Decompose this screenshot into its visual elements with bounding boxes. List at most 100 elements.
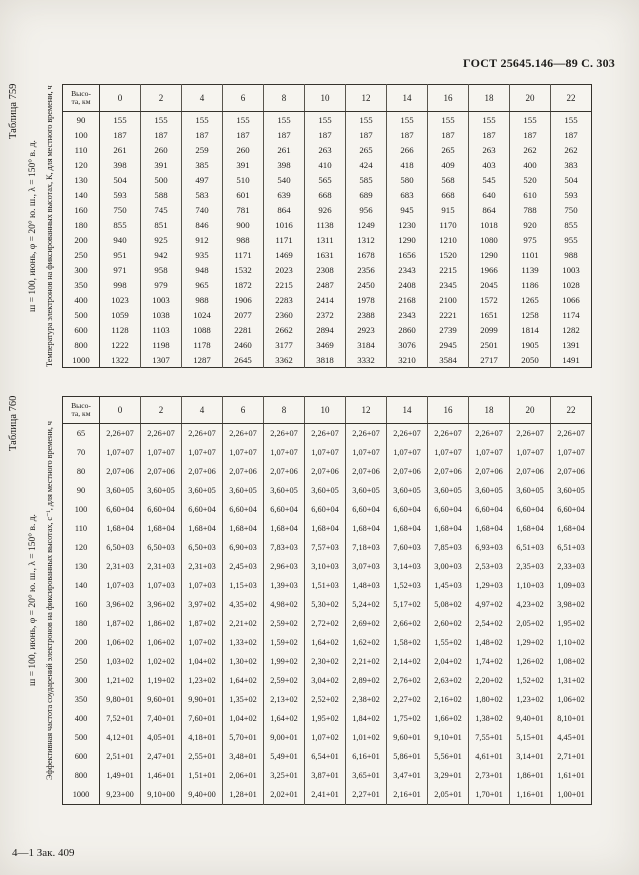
value-cell: 639 bbox=[263, 187, 305, 202]
value-cell: 7,85+03 bbox=[427, 538, 469, 557]
hour-header-cell: 0 bbox=[99, 84, 141, 112]
value-cell: 263 bbox=[304, 142, 346, 157]
height-cell: 70 bbox=[62, 443, 100, 462]
value-cell: 2,14+02 bbox=[386, 652, 428, 671]
value-cell: 1,09+03 bbox=[550, 576, 592, 595]
table-row: 130 504 500 497 510 540 565 585 580 568 545 520 504 bbox=[62, 172, 592, 187]
value-cell: 864 bbox=[263, 202, 305, 217]
value-cell: 510 bbox=[222, 172, 264, 187]
value-cell: 1,74+02 bbox=[468, 652, 510, 671]
value-cell: 864 bbox=[468, 202, 510, 217]
value-cell: 2,26+07 bbox=[345, 423, 387, 443]
value-cell: 5,08+02 bbox=[427, 595, 469, 614]
hour-header-cell: 22 bbox=[550, 84, 592, 112]
value-cell: 1,68+04 bbox=[345, 519, 387, 538]
value-cell: 2045 bbox=[468, 277, 510, 292]
value-cell: 187 bbox=[345, 127, 387, 142]
value-cell: 1,00+01 bbox=[550, 785, 592, 805]
value-cell: 1,08+02 bbox=[550, 652, 592, 671]
value-cell: 3,60+05 bbox=[263, 481, 305, 500]
value-cell: 9,23+00 bbox=[99, 785, 141, 805]
value-cell: 155 bbox=[99, 111, 141, 127]
hour-header-cell: 10 bbox=[304, 396, 346, 424]
table-row: 1000 1322 1307 1287 2645 3362 3818 3332 3210 3584… bbox=[62, 352, 592, 368]
value-cell: 2099 bbox=[468, 322, 510, 337]
value-cell: 3,60+05 bbox=[222, 481, 264, 500]
rotated-titles-rail: Таблица 759 ш = 100, июнь, φ = 20° ю. ш.… bbox=[8, 84, 62, 368]
value-cell: 1,10+02 bbox=[550, 633, 592, 652]
value-cell: 1,70+01 bbox=[468, 785, 510, 805]
value-cell: 3,04+02 bbox=[304, 671, 346, 690]
value-cell: 740 bbox=[181, 202, 223, 217]
value-cell: 1,66+02 bbox=[427, 709, 469, 728]
value-cell: 2,05+02 bbox=[509, 614, 551, 633]
value-cell: 745 bbox=[140, 202, 182, 217]
value-cell: 3,14+01 bbox=[509, 747, 551, 766]
hour-header-cell: 18 bbox=[468, 84, 510, 112]
value-cell: 520 bbox=[509, 172, 551, 187]
height-cell: 800 bbox=[62, 766, 100, 785]
value-cell: 2414 bbox=[304, 292, 346, 307]
value-cell: 3210 bbox=[386, 352, 428, 368]
hour-header-cell: 20 bbox=[509, 84, 551, 112]
value-cell: 1,04+02 bbox=[181, 652, 223, 671]
value-cell: 3,60+05 bbox=[550, 481, 592, 500]
table-main-title: Температура электронов на фиксированных … bbox=[45, 85, 54, 367]
value-cell: 1,46+01 bbox=[140, 766, 182, 785]
value-cell: 424 bbox=[345, 157, 387, 172]
value-cell: 9,40+01 bbox=[509, 709, 551, 728]
value-cell: 2215 bbox=[427, 262, 469, 277]
value-cell: 260 bbox=[140, 142, 182, 157]
value-cell: 1,07+07 bbox=[222, 443, 264, 462]
value-cell: 1,86+01 bbox=[509, 766, 551, 785]
value-cell: 187 bbox=[304, 127, 346, 142]
value-cell: 1,64+02 bbox=[263, 709, 305, 728]
value-cell: 2,27+02 bbox=[386, 690, 428, 709]
value-cell: 750 bbox=[550, 202, 592, 217]
value-cell: 1258 bbox=[509, 307, 551, 322]
value-cell: 1311 bbox=[304, 232, 346, 247]
value-cell: 3,29+01 bbox=[427, 766, 469, 785]
value-cell: 2,13+02 bbox=[263, 690, 305, 709]
value-cell: 7,60+01 bbox=[181, 709, 223, 728]
value-cell: 1,51+03 bbox=[304, 576, 346, 595]
height-cell: 500 bbox=[62, 728, 100, 747]
value-cell: 3,00+03 bbox=[427, 557, 469, 576]
value-cell: 1128 bbox=[99, 322, 141, 337]
value-cell: 187 bbox=[222, 127, 264, 142]
value-cell: 1,80+02 bbox=[468, 690, 510, 709]
value-cell: 2,54+02 bbox=[468, 614, 510, 633]
value-cell: 1,68+04 bbox=[263, 519, 305, 538]
value-cell: 4,45+01 bbox=[550, 728, 592, 747]
value-cell: 1322 bbox=[99, 352, 141, 368]
value-cell: 2,16+01 bbox=[386, 785, 428, 805]
table-block-759: Таблица 759 ш = 100, июнь, φ = 20° ю. ш.… bbox=[8, 84, 592, 368]
table-row: 300 971 958 948 1532 2023 2308 2356 2343 2215 1966… bbox=[62, 262, 592, 277]
value-cell: 975 bbox=[509, 232, 551, 247]
value-cell: 155 bbox=[140, 111, 182, 127]
value-cell: 3,60+05 bbox=[304, 481, 346, 500]
value-cell: 583 bbox=[181, 187, 223, 202]
value-cell: 1290 bbox=[468, 247, 510, 262]
value-cell: 1,29+02 bbox=[509, 633, 551, 652]
value-cell: 6,54+01 bbox=[304, 747, 346, 766]
value-cell: 1,07+02 bbox=[304, 728, 346, 747]
value-cell: 4,61+01 bbox=[468, 747, 510, 766]
value-cell: 4,12+01 bbox=[99, 728, 141, 747]
value-cell: 9,80+01 bbox=[99, 690, 141, 709]
value-cell: 948 bbox=[181, 262, 223, 277]
value-cell: 2923 bbox=[345, 322, 387, 337]
height-cell: 1000 bbox=[62, 785, 100, 805]
value-cell: 2,38+02 bbox=[345, 690, 387, 709]
value-cell: 1,38+02 bbox=[468, 709, 510, 728]
value-cell: 4,97+02 bbox=[468, 595, 510, 614]
value-cell: 7,83+03 bbox=[263, 538, 305, 557]
value-cell: 2894 bbox=[304, 322, 346, 337]
value-cell: 155 bbox=[304, 111, 346, 127]
table-row: 200 940 925 912 988 1171 1311 1312 1290 1210 1080 9… bbox=[62, 232, 592, 247]
value-cell: 4,18+01 bbox=[181, 728, 223, 747]
value-cell: 1,35+02 bbox=[222, 690, 264, 709]
value-cell: 920 bbox=[509, 217, 551, 232]
value-cell: 5,56+01 bbox=[427, 747, 469, 766]
value-cell: 2460 bbox=[222, 337, 264, 352]
